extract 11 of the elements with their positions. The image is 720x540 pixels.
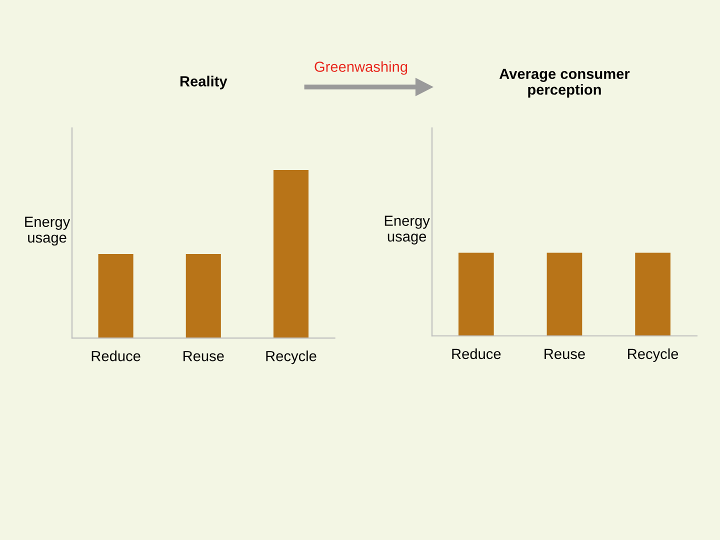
x-tick-label: Recycle xyxy=(266,350,316,364)
y-axis-title: Energy usage xyxy=(25,216,70,246)
chart-title: Average consumer perception xyxy=(499,68,630,98)
x-tick-label: Reuse xyxy=(544,348,585,360)
text: Greenwashing xyxy=(314,61,408,75)
x-tick-label: Recycle xyxy=(628,348,678,362)
x-tick-label: Reduce xyxy=(92,350,140,362)
y-axis-title: Energy usage xyxy=(384,216,430,244)
x-tick-label: Reduce xyxy=(452,348,501,360)
x-tick-label: Reuse xyxy=(184,351,224,362)
chart-title: Reality xyxy=(180,76,228,90)
